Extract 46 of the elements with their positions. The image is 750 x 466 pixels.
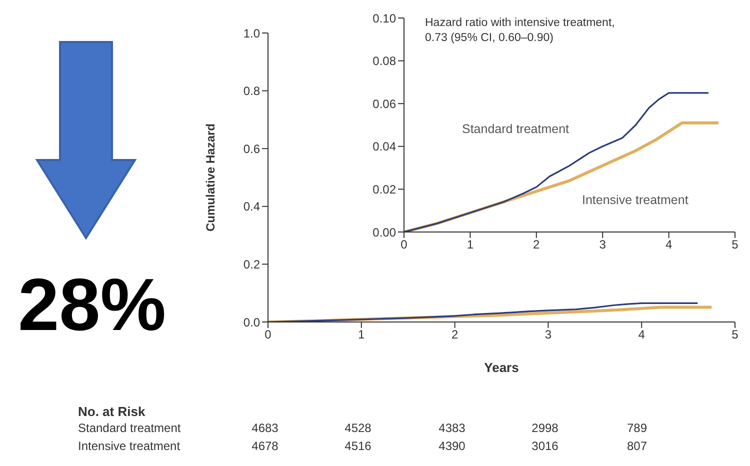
y-tick-label: 0.06 bbox=[372, 96, 396, 111]
text: No. at Risk bbox=[78, 404, 146, 419]
y-tick-label: 0.4 bbox=[243, 200, 260, 214]
text: Intensive treatment bbox=[78, 439, 180, 453]
x-tick-label: 3 bbox=[544, 328, 552, 342]
x-tick-label: 2 bbox=[533, 238, 540, 252]
text: 4528 bbox=[344, 421, 372, 435]
line-series bbox=[404, 92, 710, 232]
series-label: Intensive treatment bbox=[582, 193, 688, 207]
y-axis-title: Cumulative Hazard bbox=[203, 123, 218, 232]
y-tick-label: 0.0 bbox=[243, 315, 260, 330]
text: Standard treatment bbox=[78, 421, 181, 435]
x-tick-label: 1 bbox=[466, 238, 474, 252]
x-tick-label: 5 bbox=[732, 328, 739, 342]
text: 807 bbox=[626, 439, 648, 453]
y-tick-label: 0.2 bbox=[243, 257, 260, 272]
text: 28% bbox=[18, 262, 166, 347]
y-tick-label: 0.04 bbox=[372, 140, 396, 154]
x-axis-title: Years bbox=[484, 360, 519, 375]
y-tick-label: 0.8 bbox=[243, 84, 260, 98]
text: 4683 bbox=[250, 421, 280, 435]
x-tick-label: 1 bbox=[358, 328, 366, 342]
text: 2998 bbox=[530, 421, 560, 435]
text: 4390 bbox=[438, 439, 466, 453]
text: 4516 bbox=[344, 439, 372, 453]
x-tick-label: 0 bbox=[264, 328, 272, 342]
x-tick-label: 4 bbox=[638, 328, 646, 342]
text: 3016 bbox=[530, 439, 560, 453]
x-tick-label: 4 bbox=[665, 238, 672, 252]
annotation: 0.73 (95% CI, 0.60–0.90) bbox=[425, 32, 554, 44]
y-tick-label: 0.10 bbox=[372, 11, 396, 26]
line-series bbox=[268, 302, 698, 322]
y-tick-label: 0.08 bbox=[372, 54, 396, 68]
annotation: Hazard ratio with intensive treatment, bbox=[425, 17, 615, 29]
text: Standard treatment bbox=[462, 122, 570, 136]
x-tick-label: 3 bbox=[599, 238, 606, 252]
x-tick-label: 2 bbox=[451, 328, 458, 342]
text: 789 bbox=[626, 421, 648, 435]
y-tick-label: 0.00 bbox=[372, 225, 396, 240]
text: 4678 bbox=[250, 439, 280, 453]
y-tick-label: 0.02 bbox=[372, 182, 396, 196]
y-tick-label: 1.0 bbox=[243, 26, 260, 40]
text: 4383 bbox=[438, 421, 466, 435]
x-tick-label: 0 bbox=[400, 238, 408, 252]
y-tick-label: 0.6 bbox=[243, 142, 260, 156]
x-tick-label: 5 bbox=[732, 238, 739, 252]
